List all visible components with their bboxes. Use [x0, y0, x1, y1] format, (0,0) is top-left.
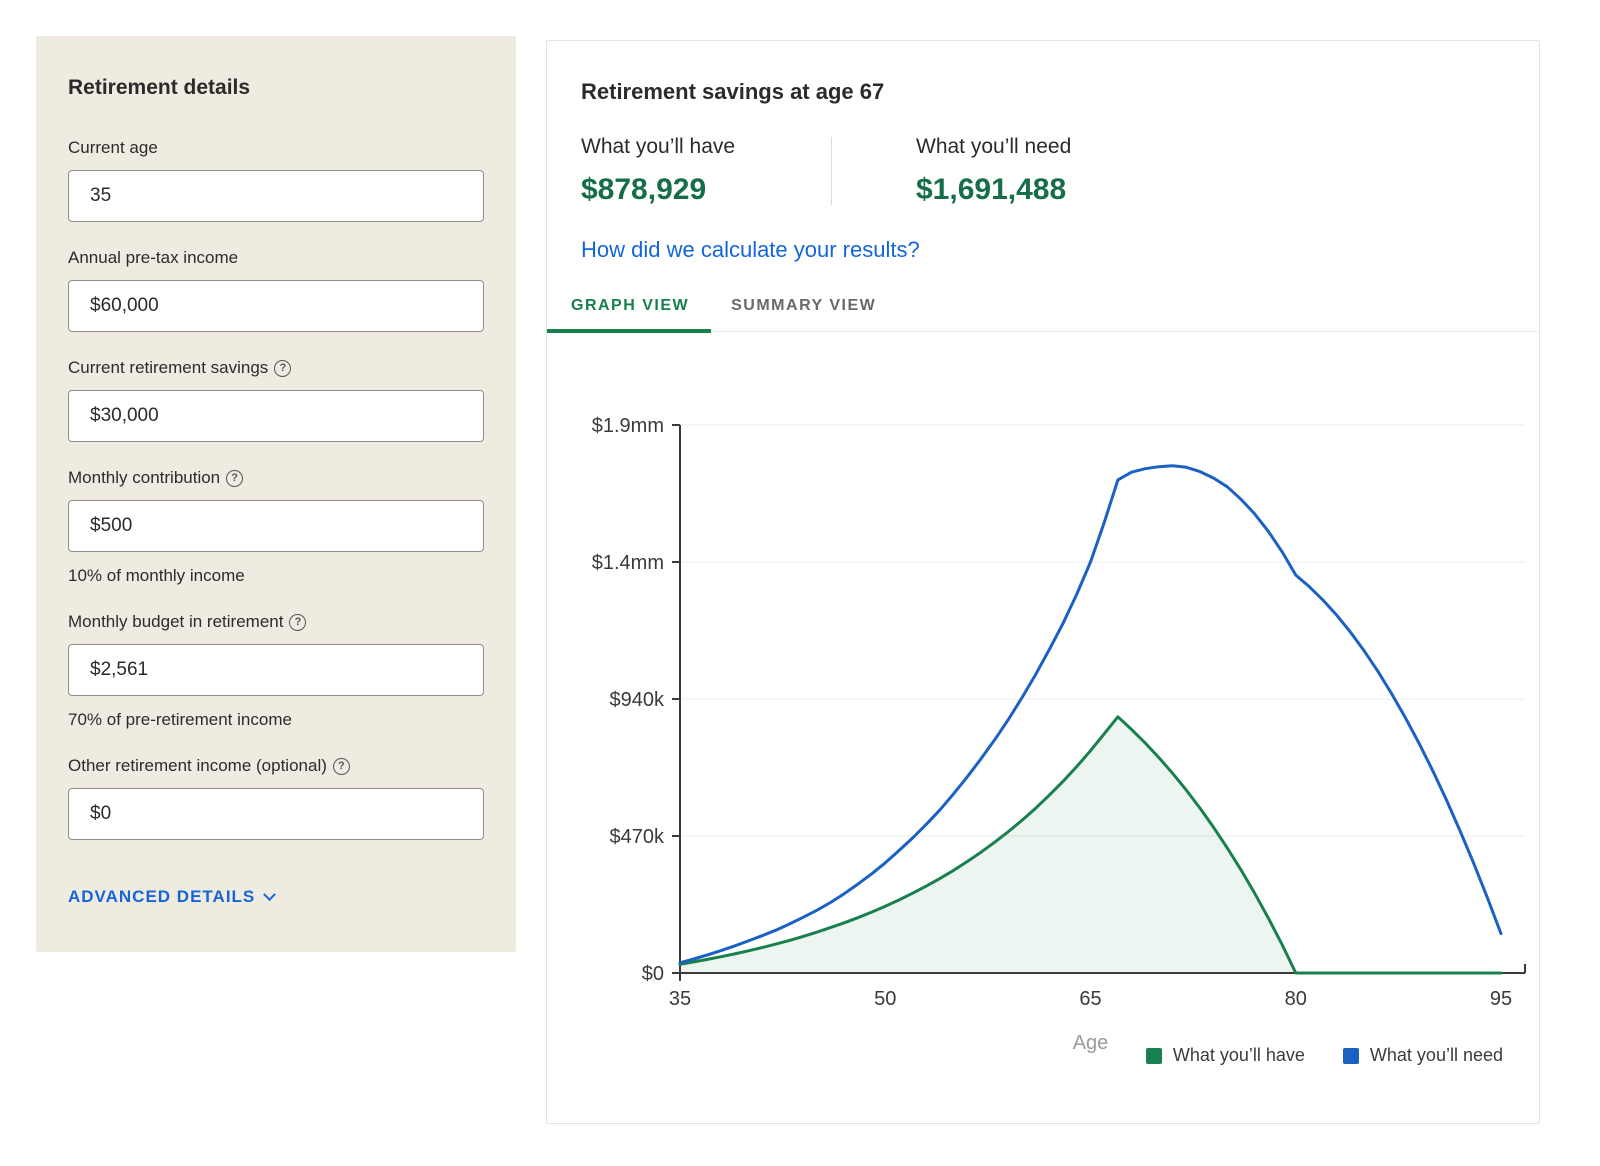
- chart-svg[interactable]: $0 $470k $940k $1.4mm $1.9mm 35 50 65 80 95 Age: [547, 332, 1539, 1096]
- results-header: Retirement savings at age 67 What you’ll…: [547, 41, 1539, 263]
- other-income-label: Other retirement income (optional): [68, 756, 327, 775]
- retirement-chart: $0 $470k $940k $1.4mm $1.9mm 35 50 65 80 95 Age Wh…: [547, 332, 1539, 1096]
- legend-swatch-need: [1342, 1047, 1359, 1064]
- svg-text:$940k: $940k: [610, 689, 665, 711]
- results-stats: What you’ll have $878,929 What you’ll ne…: [581, 135, 1505, 207]
- annual-income-input[interactable]: [68, 280, 484, 332]
- legend-item-need: What you’ll need: [1342, 1045, 1503, 1066]
- legend-label-need: What you’ll need: [1369, 1045, 1503, 1065]
- monthly-budget-input[interactable]: [68, 644, 484, 696]
- field-current-savings: Current retirement savings ?: [68, 358, 484, 442]
- chevron-down-icon: [263, 887, 277, 901]
- view-tabs: GRAPH VIEW SUMMARY VIEW: [547, 297, 1539, 333]
- current-age-input[interactable]: [68, 170, 484, 222]
- field-other-income: Other retirement income (optional) ?: [68, 756, 484, 840]
- stat-need-value: $1,691,488: [916, 173, 1067, 206]
- monthly-contribution-info-icon[interactable]: ?: [226, 469, 244, 487]
- monthly-contribution-input[interactable]: [68, 500, 484, 552]
- field-monthly-contribution: Monthly contribution ? 10% of monthly in…: [68, 468, 484, 586]
- legend-label-have: What you’ll have: [1172, 1045, 1305, 1065]
- other-income-input[interactable]: [68, 788, 484, 840]
- how-calculated-link[interactable]: How did we calculate your results?: [581, 237, 920, 262]
- current-age-label: Current age: [68, 138, 158, 157]
- svg-text:Age: Age: [1073, 1032, 1109, 1054]
- stat-have: What you’ll have $878,929: [581, 135, 831, 207]
- monthly-budget-info-icon[interactable]: ?: [289, 613, 307, 631]
- svg-text:$470k: $470k: [610, 826, 665, 848]
- svg-text:$0: $0: [642, 963, 664, 985]
- svg-text:65: 65: [1079, 988, 1101, 1010]
- results-card: Retirement savings at age 67 What you’ll…: [546, 40, 1540, 1124]
- current-savings-info-icon[interactable]: ?: [274, 359, 292, 377]
- svg-text:95: 95: [1490, 988, 1512, 1010]
- monthly-contribution-label: Monthly contribution: [68, 468, 221, 487]
- svg-text:$1.9mm: $1.9mm: [592, 415, 664, 437]
- retirement-details-panel: Retirement details Current age Annual pr…: [36, 36, 516, 952]
- tab-summary-view[interactable]: SUMMARY VIEW: [731, 297, 898, 331]
- current-savings-input[interactable]: [68, 390, 484, 442]
- svg-text:$1.4mm: $1.4mm: [592, 552, 664, 574]
- advanced-details-link[interactable]: ADVANCED DETAILS: [68, 887, 484, 907]
- sidebar-title: Retirement details: [68, 76, 251, 99]
- stat-have-label: What you’ll have: [581, 135, 736, 158]
- chart-legend: What you’ll have What you’ll need: [1145, 1045, 1503, 1066]
- monthly-budget-helper: 70% of pre-retirement income: [68, 710, 292, 729]
- results-title: Retirement savings at age 67: [581, 79, 885, 104]
- monthly-contribution-helper: 10% of monthly income: [68, 566, 245, 585]
- annual-income-label: Annual pre-tax income: [68, 248, 239, 267]
- stat-divider: [831, 137, 832, 205]
- monthly-budget-label: Monthly budget in retirement: [68, 612, 284, 631]
- svg-text:80: 80: [1285, 988, 1307, 1010]
- advanced-details-label: ADVANCED DETAILS: [68, 887, 256, 906]
- stat-have-value: $878,929: [581, 173, 707, 206]
- svg-text:50: 50: [874, 988, 896, 1010]
- current-savings-label: Current retirement savings: [68, 358, 269, 377]
- other-income-info-icon[interactable]: ?: [332, 757, 350, 775]
- field-annual-income: Annual pre-tax income: [68, 248, 484, 332]
- legend-swatch-have: [1145, 1047, 1162, 1064]
- field-current-age: Current age: [68, 138, 484, 222]
- field-monthly-budget: Monthly budget in retirement ? 70% of pr…: [68, 612, 484, 730]
- legend-item-have: What you’ll have: [1145, 1045, 1305, 1066]
- stat-need: What you’ll need $1,691,488: [832, 135, 1071, 207]
- svg-text:35: 35: [669, 988, 691, 1010]
- tab-graph-view[interactable]: GRAPH VIEW: [547, 297, 712, 333]
- stat-need-label: What you’ll need: [916, 135, 1072, 158]
